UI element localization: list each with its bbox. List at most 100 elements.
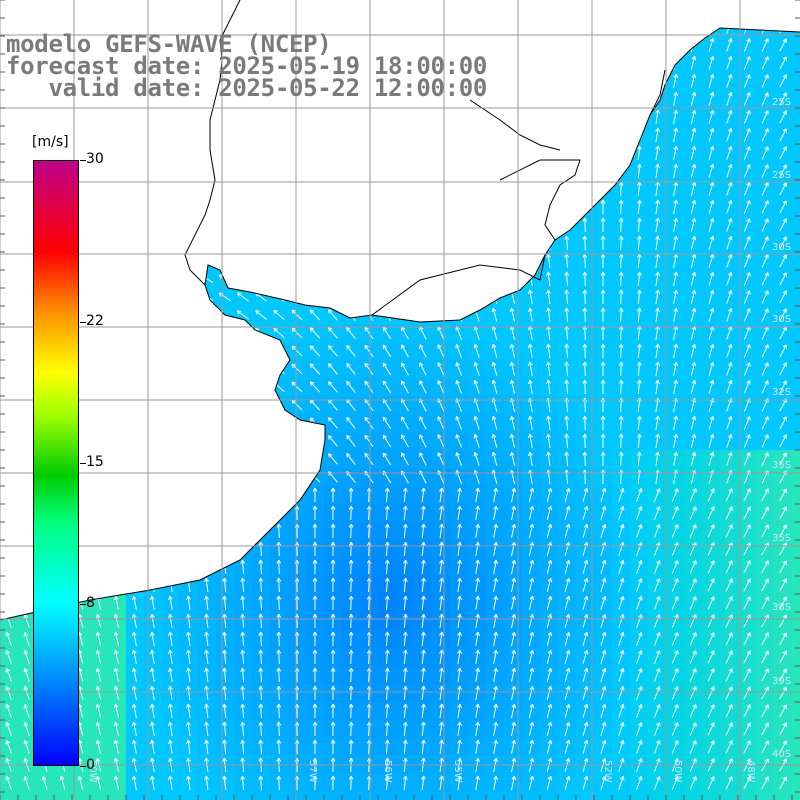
field-cell <box>792 612 800 631</box>
field-cell <box>792 576 800 595</box>
latitude-label: 30S <box>772 242 791 253</box>
field-cell <box>612 792 631 800</box>
field-cell <box>468 792 487 800</box>
field-cell <box>792 288 800 307</box>
field-cell <box>396 792 415 800</box>
field-cell <box>792 180 800 199</box>
latitude-label: 35S <box>772 460 791 471</box>
field-cell <box>180 792 199 800</box>
field-cell <box>234 792 253 800</box>
field-cell <box>504 792 523 800</box>
field-cell <box>486 792 505 800</box>
field-cell <box>0 792 19 800</box>
latitude-label: 35S <box>772 533 791 544</box>
field-cell <box>252 792 271 800</box>
field-cell <box>684 792 703 800</box>
field-cell <box>792 738 800 757</box>
field-cell <box>540 792 559 800</box>
field-cell <box>360 792 379 800</box>
field-cell <box>792 378 800 397</box>
field-cell <box>792 666 800 685</box>
valid-date: valid date: 2025-05-22 12:00:00 <box>6 74 488 102</box>
field-cell <box>594 792 613 800</box>
field-cell <box>288 792 307 800</box>
field-cell <box>792 342 800 361</box>
field-cell <box>432 792 451 800</box>
latitude-label: 40S <box>772 749 791 760</box>
latitude-label: 39S <box>772 676 791 687</box>
field-cell <box>18 792 37 800</box>
field-cell <box>792 126 800 145</box>
field-cell <box>414 792 433 800</box>
field-cell <box>792 234 800 253</box>
field-cell <box>756 28 775 37</box>
field-cell <box>792 540 800 559</box>
field-cell <box>792 54 800 73</box>
field-cell <box>702 792 721 800</box>
field-cell <box>792 450 800 469</box>
field-cell <box>792 684 800 703</box>
field-cell <box>90 792 109 800</box>
colorbar-tick-label: 15 <box>86 454 104 470</box>
field-cell <box>792 216 800 235</box>
field-cell <box>738 792 757 800</box>
field-cell <box>216 792 235 800</box>
field-cell <box>792 270 800 289</box>
field-cell <box>630 792 649 800</box>
field-cell <box>108 792 127 800</box>
longitude-label: 57W <box>307 760 318 783</box>
field-cell <box>522 792 541 800</box>
field-cell <box>306 792 325 800</box>
field-cell <box>792 648 800 667</box>
colorbar-tick-label: 8 <box>86 595 95 612</box>
latitude-label: 32S <box>772 387 791 398</box>
field-cell <box>144 792 163 800</box>
field-cell <box>792 414 800 433</box>
field-cell <box>378 792 397 800</box>
field-cell <box>126 792 145 800</box>
field-cell <box>792 36 800 55</box>
colorbar-tick-label: 22 <box>86 312 104 329</box>
latitude-label: 25S <box>772 170 791 181</box>
longitude-label: 55W <box>452 760 463 783</box>
latitude-label: 38S <box>772 602 791 613</box>
field-cell <box>792 504 800 523</box>
field-cell <box>666 792 685 800</box>
field-cell <box>270 792 289 800</box>
field-cell <box>738 28 757 37</box>
latitude-label: 30S <box>772 314 791 325</box>
field-cell <box>792 522 800 541</box>
field-cell <box>792 144 800 163</box>
field-cell <box>54 792 73 800</box>
field-cell <box>792 702 800 721</box>
longitude-label: 56W <box>382 760 393 783</box>
field-cell <box>324 792 343 800</box>
field-cell <box>792 108 800 127</box>
field-cell <box>792 594 800 613</box>
field-cell <box>792 432 800 451</box>
field-cell <box>792 198 800 217</box>
longitude-label: 52W <box>602 760 613 783</box>
field-cell <box>792 252 800 271</box>
colorbar-unit: [m/s] <box>32 134 69 150</box>
field-cell <box>756 792 775 800</box>
latitude-label: 25S <box>772 97 791 108</box>
field-cell <box>792 774 800 793</box>
longitude-label: 48W <box>745 760 756 783</box>
field-cell <box>792 792 800 800</box>
field-cell <box>792 468 800 487</box>
field-cell <box>774 792 793 800</box>
field-cell <box>342 792 361 800</box>
field-cell <box>774 28 793 37</box>
field-cell <box>648 792 667 800</box>
field-cell <box>72 792 91 800</box>
field-cell <box>792 720 800 739</box>
field-cell <box>792 486 800 505</box>
colorbar <box>33 160 79 766</box>
field-cell <box>792 324 800 343</box>
colorbar-tick-label: 0 <box>86 757 95 773</box>
field-cell <box>792 630 800 649</box>
field-cell <box>792 90 800 109</box>
colorbar-tick-label: 30 <box>86 151 104 167</box>
